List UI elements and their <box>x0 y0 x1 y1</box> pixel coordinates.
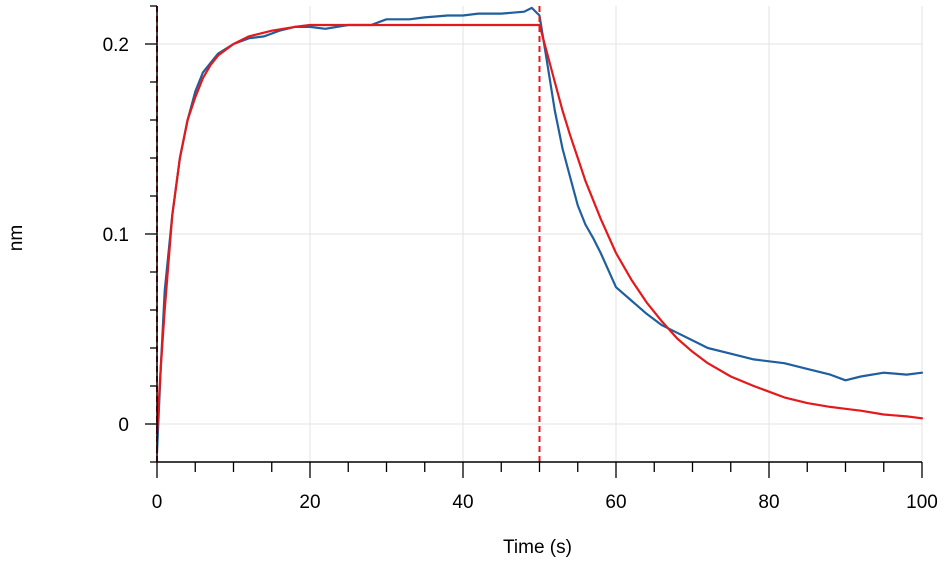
grid <box>157 6 923 462</box>
x-tick-label: 100 <box>906 492 938 513</box>
tick-labels: 0 20 40 60 80 100 0 0.1 0.2 <box>103 35 938 513</box>
x-tick-label: 80 <box>758 492 779 513</box>
series-layer <box>155 6 924 454</box>
x-tick-label: 20 <box>299 492 320 513</box>
x-tick-label: 40 <box>452 492 473 513</box>
x-tick-label: 60 <box>605 492 626 513</box>
ticks <box>145 5 923 478</box>
fit-series-line <box>155 23 924 435</box>
x-axis-title: Time (s) <box>503 537 572 558</box>
y-axis-title: nm <box>6 225 27 251</box>
x-tick-label: 0 <box>152 492 163 513</box>
y-tick-label: 0.1 <box>103 225 129 246</box>
y-tick-label: 0.2 <box>103 35 129 56</box>
y-tick-label: 0 <box>118 415 129 436</box>
